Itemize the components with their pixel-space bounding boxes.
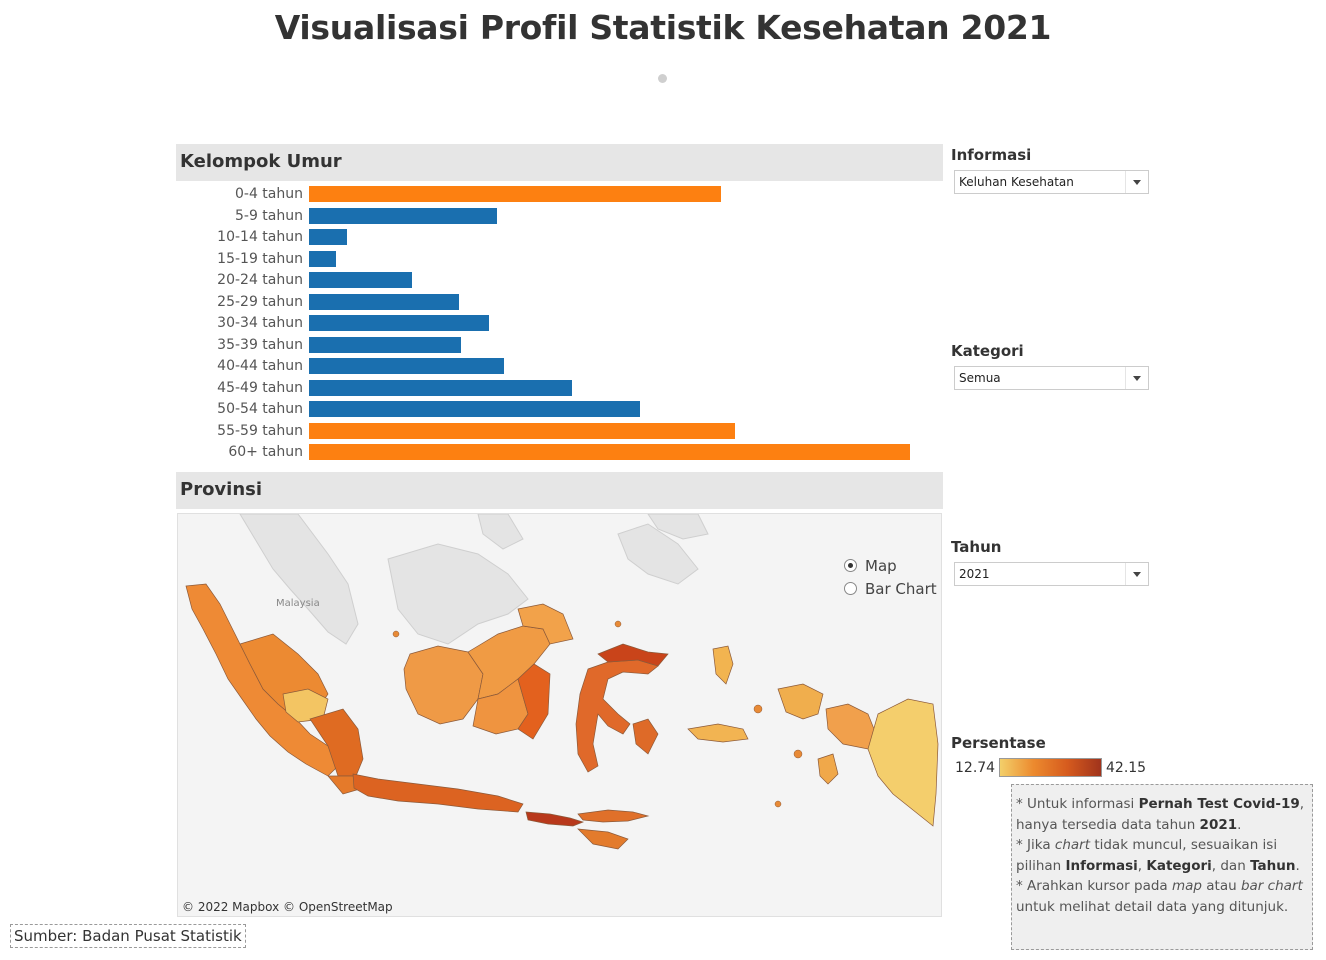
- bar-category-label: 40-44 tahun: [217, 358, 303, 374]
- legend-label-persentase: Persentase: [951, 734, 1046, 752]
- province-sulawesi-tenggara: [632, 718, 659, 755]
- bar-category-label: 25-29 tahun: [217, 293, 303, 310]
- bar-mark[interactable]: [309, 186, 722, 202]
- filter-label-kategori: Kategori: [951, 342, 1024, 360]
- bar-category-label: 10-14 tahun: [217, 229, 303, 245]
- filter-label-tahun: Tahun: [951, 538, 1002, 556]
- dropdown-informasi[interactable]: Keluhan Kesehatan: [954, 170, 1149, 194]
- dropdown-kategori[interactable]: Semua: [954, 366, 1149, 390]
- bar-mark[interactable]: [309, 272, 413, 288]
- page-indicator-dot[interactable]: [658, 74, 667, 83]
- province-maluku: [687, 723, 749, 743]
- philippines-north-land: [647, 514, 709, 540]
- bar-mark[interactable]: [309, 207, 497, 224]
- bar-row[interactable]: 0-4 tahun: [176, 183, 943, 205]
- province-map[interactable]: Malaysia: [177, 513, 942, 917]
- malaysia-label: Malaysia: [276, 598, 320, 609]
- province-gorontalo: [597, 643, 669, 667]
- dropdown-tahun-value: 2021: [959, 567, 990, 581]
- bar-mark[interactable]: [309, 250, 337, 267]
- bar-mark[interactable]: [309, 422, 735, 439]
- dropdown-informasi-value: Keluhan Kesehatan: [959, 175, 1074, 189]
- age-group-bar-chart[interactable]: 0-4 tahun 5-9 tahun 10-14 tahun 15-19 tahun…: [176, 183, 943, 467]
- bar-row[interactable]: 40-44 tahun: [176, 355, 943, 377]
- bar-category-label: 30-34 tahun: [217, 315, 303, 331]
- province-sulawesi: [575, 659, 659, 773]
- radio-bar-chart-indicator[interactable]: [844, 582, 857, 595]
- bar-mark[interactable]: [309, 379, 572, 396]
- bar-category-label: 50-54 tahun: [217, 401, 303, 417]
- province-kalimantan-utara: [517, 603, 574, 645]
- legend-min-value: 12.74: [955, 760, 996, 776]
- bar-category-label: 0-4 tahun: [234, 186, 303, 202]
- province-papua-barat-north: [777, 683, 824, 720]
- chevron-down-icon[interactable]: [1125, 367, 1148, 389]
- map-attribution[interactable]: © 2022 Mapbox © OpenStreetMap: [182, 900, 393, 914]
- legend-color-ramp: [999, 758, 1102, 777]
- radio-bar-chart-label[interactable]: Bar Chart: [865, 579, 937, 598]
- chevron-down-icon[interactable]: [1125, 171, 1148, 193]
- province-papua: [867, 698, 939, 827]
- bar-mark[interactable]: [309, 293, 459, 310]
- dropdown-tahun[interactable]: 2021: [954, 562, 1149, 586]
- dropdown-kategori-value: Semua: [959, 371, 1001, 385]
- bar-row[interactable]: 15-19 tahun: [176, 248, 943, 270]
- province-maluku-utara: [712, 645, 734, 685]
- bar-mark[interactable]: [309, 444, 911, 460]
- data-source-label: Sumber: Badan Pusat Statistik: [10, 924, 246, 948]
- bar-category-label: 35-39 tahun: [217, 336, 303, 353]
- radio-map-label[interactable]: Map: [865, 556, 897, 575]
- bar-category-label: 55-59 tahun: [217, 422, 303, 439]
- bar-mark[interactable]: [309, 336, 462, 353]
- bar-mark[interactable]: [309, 401, 640, 417]
- bar-row[interactable]: 5-9 tahun: [176, 205, 943, 227]
- radio-map[interactable]: Map: [844, 554, 937, 577]
- province-jawa: [352, 773, 524, 813]
- borneo-north-land: [387, 543, 529, 645]
- info-notes-box: * Untuk informasi Pernah Test Covid-19, …: [1011, 784, 1313, 950]
- province-ntt: [577, 809, 650, 823]
- bar-row[interactable]: 35-39 tahun: [176, 334, 943, 356]
- vietnam-land: [477, 514, 524, 550]
- philippines-land: [617, 523, 699, 585]
- bar-category-label: 60+ tahun: [228, 444, 303, 460]
- bar-row[interactable]: 20-24 tahun: [176, 269, 943, 291]
- bar-mark[interactable]: [309, 229, 348, 245]
- bar-row[interactable]: 30-34 tahun: [176, 312, 943, 334]
- legend-max-value: 42.15: [1106, 760, 1147, 776]
- province-kalimantan-barat: [403, 645, 484, 725]
- bar-row[interactable]: 60+ tahun: [176, 441, 943, 463]
- map-view-toggle[interactable]: Map Bar Chart: [844, 554, 937, 600]
- province-ntt-south: [577, 828, 629, 850]
- dashboard-title: Visualisasi Profil Statistik Kesehatan 2…: [274, 8, 1052, 47]
- bar-row[interactable]: 50-54 tahun: [176, 398, 943, 420]
- province-kalimantan-selatan: [517, 663, 551, 740]
- province-sumatera-selatan: [309, 708, 364, 777]
- bar-row[interactable]: 10-14 tahun: [176, 226, 943, 248]
- bar-row[interactable]: 45-49 tahun: [176, 377, 943, 399]
- chevron-down-icon[interactable]: [1125, 563, 1148, 585]
- section-header-kelompok-umur: Kelompok Umur: [176, 144, 943, 181]
- bar-row[interactable]: 25-29 tahun: [176, 291, 943, 313]
- indonesia-map-canvas[interactable]: Malaysia: [178, 514, 942, 917]
- radio-bar-chart[interactable]: Bar Chart: [844, 577, 937, 600]
- radio-map-indicator[interactable]: [844, 559, 857, 572]
- bar-row[interactable]: 55-59 tahun: [176, 420, 943, 442]
- province-bali-ntb: [525, 811, 585, 827]
- filter-label-informasi: Informasi: [951, 146, 1032, 164]
- bar-mark[interactable]: [309, 358, 504, 374]
- bar-category-label: 45-49 tahun: [217, 379, 303, 396]
- bar-mark[interactable]: [309, 315, 489, 331]
- bar-category-label: 5-9 tahun: [234, 207, 303, 224]
- bar-category-label: 15-19 tahun: [217, 250, 303, 267]
- section-header-provinsi: Provinsi: [176, 472, 943, 509]
- province-maluku-tenggara: [817, 753, 839, 785]
- bar-category-label: 20-24 tahun: [217, 272, 303, 288]
- malay-peninsula-land: [239, 514, 359, 645]
